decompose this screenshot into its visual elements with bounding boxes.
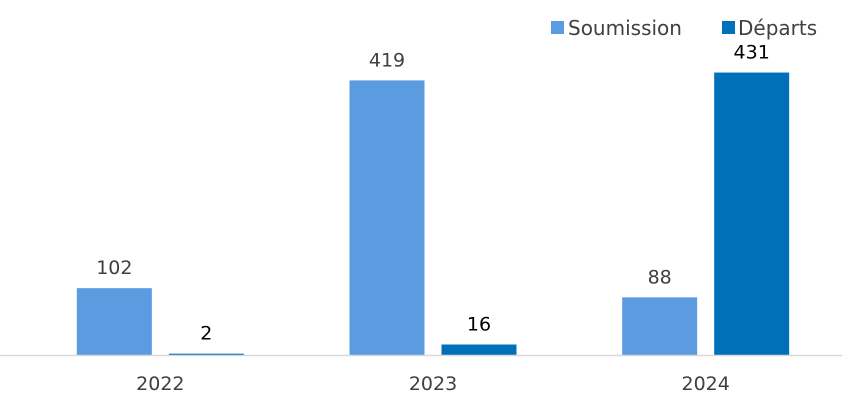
bar-dparts-2023 <box>441 344 517 355</box>
legend-swatch-soumission <box>551 21 564 34</box>
x-tick-label-2024: 2024 <box>681 373 729 395</box>
value-labels-group: 102 2 419 16 88 431 <box>96 42 770 345</box>
value-label-dparts-2023: 16 <box>467 314 491 336</box>
bar-soumission-2024 <box>622 297 698 355</box>
legend-label-dparts: Départs <box>738 16 817 40</box>
x-tick-labels-group: 2022 2023 2024 <box>136 373 730 395</box>
legend-label-soumission: Soumission <box>568 16 682 40</box>
bar-soumission-2023 <box>349 80 425 356</box>
bars-group <box>76 72 790 356</box>
value-label-soumission-2022: 102 <box>96 257 132 279</box>
x-tick-label-2022: 2022 <box>136 373 184 395</box>
bar-dparts-2022 <box>168 353 244 355</box>
bar-dparts-2024 <box>714 72 790 356</box>
value-label-dparts-2024: 431 <box>734 42 770 64</box>
legend: Soumission Départs <box>551 16 817 40</box>
bar-soumission-2022 <box>76 288 152 355</box>
value-label-dparts-2022: 2 <box>200 323 212 345</box>
legend-swatch-dparts <box>722 21 735 34</box>
x-tick-label-2023: 2023 <box>409 373 457 395</box>
value-label-soumission-2023: 419 <box>369 49 405 71</box>
value-label-soumission-2024: 88 <box>648 266 672 288</box>
